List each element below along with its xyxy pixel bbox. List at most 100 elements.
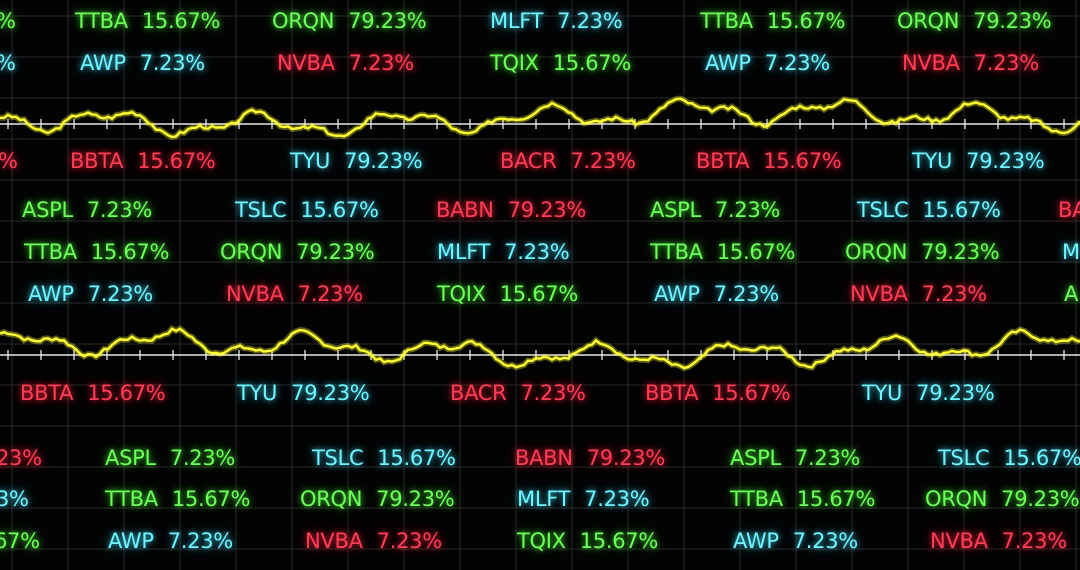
ticker-symbol: NVBA [902, 51, 960, 75]
ticker-edge-fragment: A [1064, 282, 1079, 306]
ticker-symbol: TSLC [938, 446, 990, 470]
ticker-entry: TSLC 15.67% [312, 446, 456, 470]
ticker-entry: BBTA 15.67% [20, 381, 166, 405]
ticker-symbol: NVBA [850, 282, 908, 306]
ticker-symbol: BACR [500, 149, 557, 173]
ticker-entry: ASPL 7.23% [730, 446, 860, 470]
ticker-entry: AWP 7.23% [654, 282, 779, 306]
ticker-entry: NVBA 7.23% [277, 51, 414, 75]
ticker-percent: 7.23% [87, 282, 154, 306]
ticker-symbol: AWP [705, 51, 751, 75]
ticker-symbol: ORQN [300, 487, 363, 511]
ticker-percent: 7.23% [764, 51, 831, 75]
ticker-percent: 15.67% [766, 9, 846, 33]
ticker-percent: 79.23% [921, 240, 1000, 264]
ticker-entry: TTBA 15.67% [730, 487, 875, 511]
ticker-symbol: TSLC [235, 198, 287, 222]
ticker-symbol: TSLC [857, 198, 909, 222]
ticker-entry: NVBA 7.23% [226, 282, 363, 306]
ticker-entry: ORQN 79.23% [845, 240, 1000, 264]
ticker-symbol: NVBA [930, 529, 988, 553]
ticker-percent: 15.67% [1003, 446, 1080, 470]
ticker-entry: MLFT 7.23% [437, 240, 570, 264]
ticker-percent: 79.23% [1001, 487, 1080, 511]
ticker-percent: 7.23% [297, 282, 364, 306]
ticker-symbol: TYU [912, 149, 953, 173]
ticker-symbol: MLFT [517, 487, 571, 511]
ticker-symbol: ASPL [105, 446, 156, 470]
ticker-percent: 7.23% [169, 446, 236, 470]
ticker-entry: TSLC 15.67% [857, 198, 1001, 222]
ticker-entry: BABN 79.23% [515, 446, 665, 470]
ticker-entry: TQIX 15.67% [437, 282, 578, 306]
ticker-symbol: ORQN [925, 487, 988, 511]
ticker-symbol: AWP [80, 51, 126, 75]
ticker-percent: 7.23% [570, 149, 636, 173]
ticker-percent: 7.23% [557, 9, 623, 33]
ticker-symbol: ORQN [220, 240, 283, 264]
ticker-percent: 15.67% [300, 198, 379, 222]
ticker-percent: 15.67% [716, 240, 796, 264]
ticker-percent: 15.67% [922, 198, 1001, 222]
ticker-entry: BBTA 15.67% [645, 381, 791, 405]
ticker-percent: 79.23% [586, 446, 666, 470]
ticker-percent: 15.67% [141, 9, 221, 33]
ticker-symbol: BBTA [20, 381, 74, 405]
ticker-percent: 7.23% [921, 282, 988, 306]
ticker-entry: TSLC 15.67% [235, 198, 379, 222]
ticker-entry: BBTA 15.67% [70, 149, 216, 173]
ticker-symbol: NVBA [305, 529, 363, 553]
ticker-percent: 79.23% [973, 9, 1052, 33]
ticker-edge-fragment: % [0, 149, 18, 173]
ticker-entry: TYU 79.23% [290, 149, 423, 173]
ticker-entry: TQIX 15.67% [490, 51, 631, 75]
ticker-entry: ASPL 7.23% [105, 446, 235, 470]
ticker-percent: 15.67% [137, 149, 216, 173]
ticker-entry: NVBA 7.23% [305, 529, 442, 553]
ticker-edge-fragment: % [0, 51, 16, 75]
ticker-percent: 7.23% [714, 198, 781, 222]
ticker-entry: ORQN 79.23% [925, 487, 1080, 511]
ticker-symbol: BABN [436, 198, 494, 222]
ticker-symbol: BBTA [645, 381, 699, 405]
ticker-percent: 79.23% [916, 381, 995, 405]
ticker-symbol: BBTA [70, 149, 124, 173]
ticker-entry: NVBA 7.23% [902, 51, 1039, 75]
ticker-symbol: ORQN [897, 9, 960, 33]
ticker-symbol: ORQN [845, 240, 908, 264]
ticker-entry: ORQN 79.23% [300, 487, 455, 511]
ticker-percent: 7.23% [1001, 529, 1068, 553]
ticker-percent: 15.67% [552, 51, 632, 75]
ticker-entry: NVBA 7.23% [930, 529, 1067, 553]
trend-line [0, 327, 1080, 370]
ticker-symbol: TTBA [700, 9, 753, 33]
ticker-percent: 15.67% [796, 487, 876, 511]
ticker-symbol: NVBA [226, 282, 284, 306]
ticker-symbol: BBTA [696, 149, 750, 173]
ticker-symbol: ASPL [650, 198, 701, 222]
ticker-entry: AWP 7.23% [28, 282, 153, 306]
ticker-edge-fragment: 23% [0, 446, 42, 470]
ticker-symbol: TSLC [312, 446, 364, 470]
ticker-entry: TTBA 15.67% [650, 240, 795, 264]
ticker-entry: TTBA 15.67% [105, 487, 250, 511]
ticker-symbol: TQIX [437, 282, 486, 306]
ticker-edge-fragment: 67% [0, 529, 40, 553]
ticker-entry: MLFT 7.23% [517, 487, 650, 511]
ticker-symbol: TTBA [24, 240, 77, 264]
ticker-percent: 7.23% [167, 529, 234, 553]
ticker-percent: 15.67% [90, 240, 170, 264]
ticker-entry: BACR 7.23% [500, 149, 636, 173]
ticker-symbol: NVBA [277, 51, 335, 75]
ticker-percent: 15.67% [171, 487, 251, 511]
ticker-percent: 7.23% [794, 446, 861, 470]
ticker-entry: TYU 79.23% [912, 149, 1045, 173]
ticker-symbol: ASPL [22, 198, 73, 222]
ticker-symbol: AWP [654, 282, 700, 306]
ticker-percent: 79.23% [507, 198, 587, 222]
ticker-symbol: TTBA [105, 487, 158, 511]
ticker-symbol: TTBA [75, 9, 128, 33]
ticker-symbol: BABN [515, 446, 573, 470]
upper-trend-line [0, 95, 1080, 141]
